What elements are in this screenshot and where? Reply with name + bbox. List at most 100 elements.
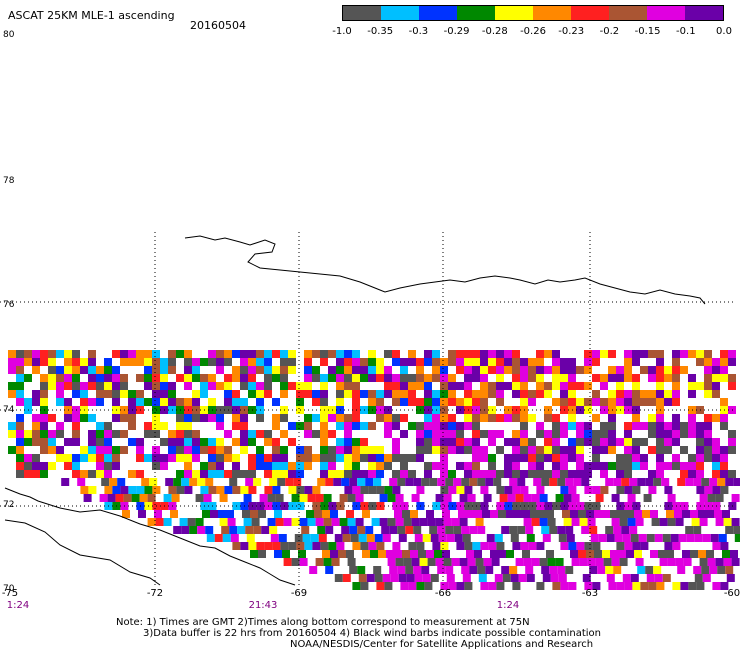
data-cell (104, 390, 112, 398)
data-cell (270, 534, 279, 542)
data-cell (712, 542, 721, 550)
data-cell (595, 558, 604, 566)
data-cell (416, 382, 424, 390)
data-cell (357, 526, 366, 534)
data-cell (728, 470, 736, 478)
data-cell (128, 414, 136, 422)
data-cell (693, 566, 702, 574)
data-cell (560, 470, 568, 478)
data-cell (568, 454, 576, 462)
data-cell (472, 438, 480, 446)
data-cell (699, 494, 708, 502)
data-cell (346, 550, 354, 558)
data-cell (456, 542, 465, 550)
data-cell (662, 534, 671, 542)
data-cell (232, 470, 240, 478)
data-cell (672, 542, 681, 550)
data-cell (328, 542, 337, 550)
data-cell (366, 534, 375, 542)
data-cell (163, 494, 172, 502)
data-cell (680, 582, 689, 590)
data-cell (512, 470, 520, 478)
data-cell (728, 358, 736, 366)
data-cell (432, 414, 440, 422)
data-cell (488, 430, 496, 438)
data-cell (515, 494, 524, 502)
data-cell (493, 478, 502, 486)
data-cell (99, 494, 108, 502)
data-cell (397, 566, 406, 574)
data-cell (512, 366, 520, 374)
data-cell (720, 454, 728, 462)
data-cell (656, 358, 664, 366)
data-cell (120, 350, 128, 358)
data-cell (520, 486, 529, 494)
data-cell (555, 494, 564, 502)
data-cell (208, 470, 216, 478)
data-cell (352, 446, 360, 454)
data-cell (512, 454, 520, 462)
data-cell (603, 558, 612, 566)
data-cell (688, 454, 696, 462)
data-cell (64, 438, 72, 446)
data-cell (357, 478, 366, 486)
data-cell (384, 390, 392, 398)
data-cell (168, 358, 176, 366)
data-cell (472, 350, 480, 358)
data-cell (320, 350, 328, 358)
data-cell (672, 582, 681, 590)
data-cell (656, 470, 664, 478)
data-cell (720, 486, 729, 494)
data-cell (368, 422, 376, 430)
data-cell (264, 430, 272, 438)
data-cell (504, 454, 512, 462)
data-cell (325, 566, 334, 574)
data-cell (704, 422, 712, 430)
data-cell (488, 454, 496, 462)
data-cell (670, 534, 679, 542)
data-cell (424, 462, 432, 470)
data-cell (726, 574, 735, 582)
data-cell (432, 446, 440, 454)
data-cell (504, 414, 512, 422)
data-cell (48, 414, 56, 422)
data-cell (587, 558, 596, 566)
data-cell (632, 390, 640, 398)
data-cell (304, 382, 312, 390)
data-cell (408, 470, 416, 478)
data-cell (298, 550, 306, 558)
data-cell (464, 446, 472, 454)
data-cell (256, 454, 264, 462)
data-cell (597, 566, 606, 574)
data-cell (720, 350, 728, 358)
legend-label: -0.1 (676, 26, 696, 37)
data-cell (445, 478, 454, 486)
data-cell (560, 390, 568, 398)
data-cell (152, 390, 160, 398)
data-cell (357, 566, 366, 574)
data-cell (542, 574, 551, 582)
data-cell (429, 526, 438, 534)
data-cell (312, 542, 321, 550)
data-cell (413, 526, 422, 534)
data-cell (312, 430, 320, 438)
data-cell (546, 510, 554, 518)
legend-swatch-5 (533, 6, 571, 20)
data-cell (552, 582, 561, 590)
data-cell (443, 558, 452, 566)
data-cell (112, 462, 120, 470)
data-cell (323, 518, 332, 526)
data-cell (592, 542, 601, 550)
data-cell (408, 382, 416, 390)
data-cell (464, 414, 472, 422)
data-cell (216, 366, 224, 374)
data-cell (317, 478, 326, 486)
data-cell (104, 438, 112, 446)
data-cell (240, 542, 249, 550)
data-cell (733, 478, 740, 486)
data-cell (104, 446, 112, 454)
data-cell (176, 374, 184, 382)
data-cell (96, 446, 104, 454)
note-line-2: 3)Data buffer is 22 hrs from 20160504 4)… (143, 628, 601, 639)
data-cell (496, 350, 504, 358)
